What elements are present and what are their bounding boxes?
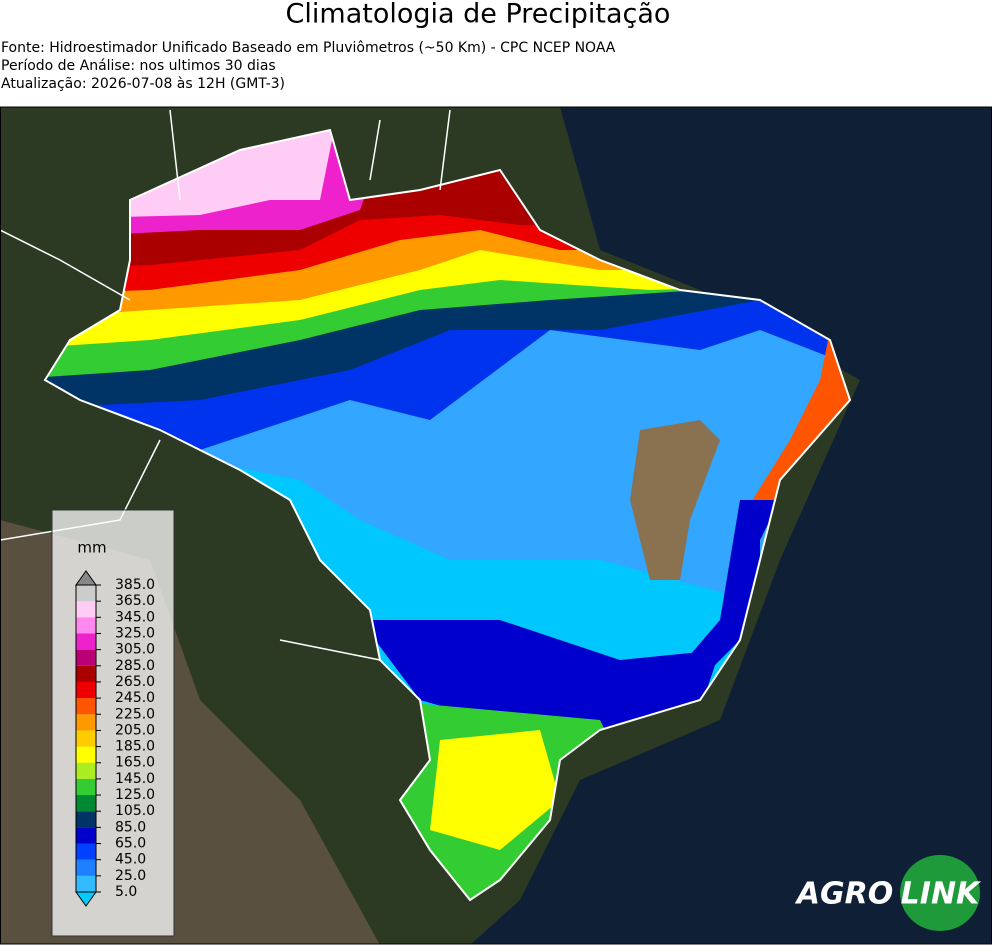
colorbar-outline (75, 584, 97, 893)
colorbar-segment (76, 778, 96, 796)
legend-panel (51, 509, 175, 937)
colorbar-segment (76, 795, 96, 812)
colorbar-tick-label: 225.0 (115, 706, 155, 722)
colorbar-tick-label: 265.0 (115, 674, 155, 690)
colorbar-tick-label: 145.0 (115, 771, 155, 787)
map: mm 5.025.045.065.085.0105.0125.0145.0165… (1, 107, 991, 944)
colorbar-tick-label: 385.0 (115, 577, 155, 593)
colorbar-tick-label: 205.0 (115, 722, 155, 738)
logo-circle (900, 855, 980, 931)
colorbar-segment (76, 617, 96, 634)
colorbar-tick-label: 245.0 (115, 690, 155, 706)
colorbar-tick-label: 285.0 (115, 658, 155, 674)
colorbar-tick-label: 125.0 (115, 787, 155, 803)
colorbar-segment (76, 811, 96, 828)
colorbar-tick-label: 25.0 (115, 868, 146, 884)
colorbar-tick-label: 5.0 (115, 884, 137, 900)
legend-unit: mm (77, 539, 106, 557)
colorbar-tick-label: 65.0 (115, 836, 146, 852)
logo-text: AGRO (795, 877, 893, 912)
subtitle-line: Fonte: Hidroestimador Unificado Baseado … (1, 40, 616, 56)
colorbar-segment (76, 762, 96, 779)
subtitle-line: Período de Análise: nos ultimos 30 dias (1, 58, 276, 74)
colorbar-tick-label: 305.0 (115, 642, 155, 658)
colorbar-segment (76, 827, 96, 844)
logo-text: LINK (901, 877, 982, 912)
colorbar-segment (76, 649, 96, 666)
colorbar: 5.025.045.065.085.0105.0125.0145.0165.01… (75, 570, 155, 907)
colorbar-tick-label: 185.0 (115, 739, 155, 755)
colorbar-segment (76, 875, 96, 892)
colorbar-segment (76, 633, 96, 650)
colorbar-tick-label: 325.0 (115, 625, 155, 641)
colorbar-segment (76, 698, 96, 715)
colorbar-tick-label: 165.0 (115, 755, 155, 771)
colorbar-tick-label: 365.0 (115, 593, 155, 609)
colorbar-segment (76, 714, 96, 731)
colorbar-segment (76, 681, 96, 699)
colorbar-segment (76, 843, 96, 860)
colorbar-tick-label: 85.0 (115, 819, 146, 835)
colorbar-segment (76, 601, 96, 618)
colorbar-segment (76, 859, 96, 876)
colorbar-tick-label: 45.0 (115, 852, 146, 868)
title: Climatologia de Precipitação (286, 0, 671, 30)
colorbar-tick-label: 105.0 (115, 803, 155, 819)
subtitle-line: Atualização: 2026-07-08 às 12H (GMT-3) (1, 76, 285, 92)
colorbar-segment (76, 665, 96, 682)
colorbar-segment (76, 730, 96, 747)
colorbar-segment (76, 585, 96, 602)
colorbar-tick-label: 345.0 (115, 609, 155, 625)
colorbar-segment (76, 746, 96, 763)
